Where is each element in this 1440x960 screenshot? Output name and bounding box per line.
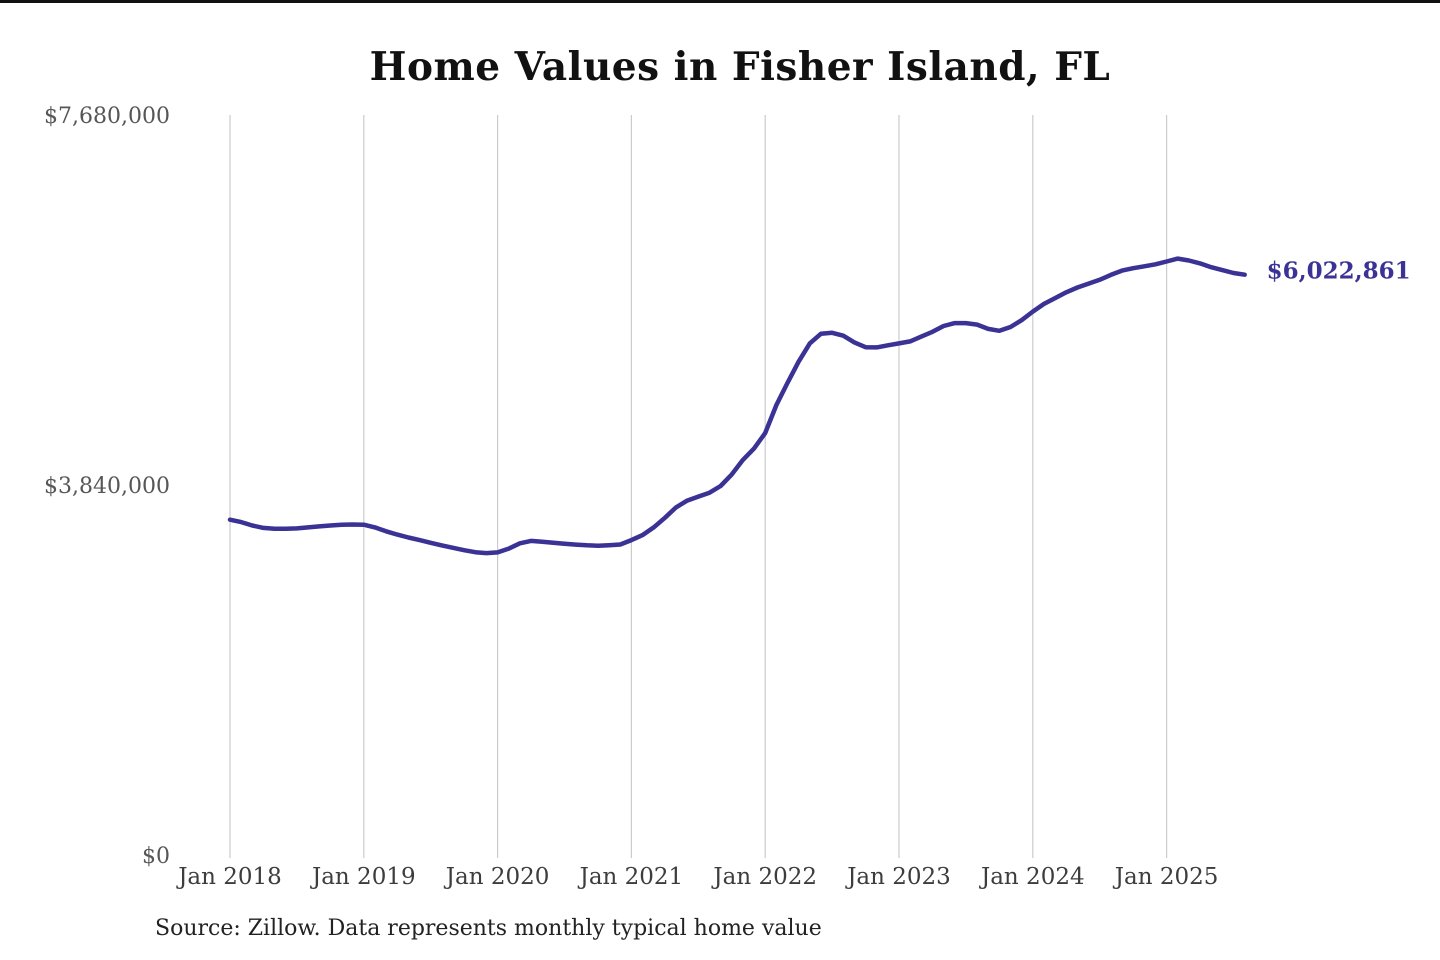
source-note: Source: Zillow. Data represents monthly … — [155, 916, 822, 941]
y-tick-label: $3,840,000 — [44, 474, 170, 499]
y-tick-label: $7,680,000 — [44, 104, 170, 129]
y-tick-label: $0 — [142, 844, 170, 869]
top-edge-bar — [0, 0, 1440, 3]
x-tick-label: Jan 2021 — [578, 864, 684, 890]
home-value-line — [227, 256, 1247, 556]
current-value-label: $6,022,861 — [1267, 258, 1411, 285]
x-tick-label: Jan 2025 — [1113, 864, 1219, 890]
x-tick-label: Jan 2022 — [711, 864, 817, 890]
x-tick-label: Jan 2020 — [444, 864, 550, 890]
x-tick-label: Jan 2018 — [176, 864, 282, 890]
x-tick-label: Jan 2023 — [845, 864, 951, 890]
x-tick-label: Jan 2019 — [310, 864, 416, 890]
x-tick-label: Jan 2024 — [979, 864, 1085, 890]
chart-title: Home Values in Fisher Island, FL — [369, 44, 1111, 90]
